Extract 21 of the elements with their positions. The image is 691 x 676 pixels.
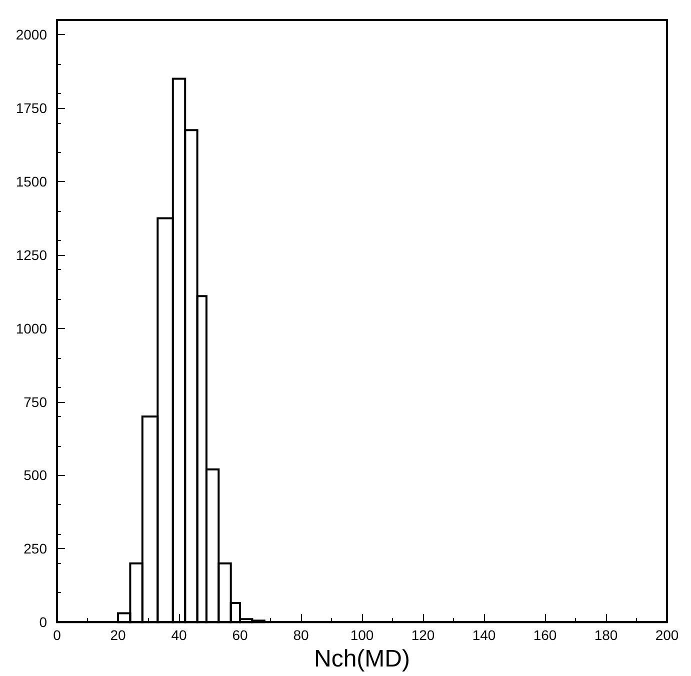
x-tick-label: 20	[110, 627, 126, 644]
x-tick-label: 60	[232, 627, 248, 644]
y-tick-label: 1750	[16, 100, 48, 116]
y-tick-label: 250	[24, 540, 48, 557]
x-tick-label: 120	[411, 627, 435, 644]
x-tick-label: 140	[472, 627, 496, 644]
y-tick-label: 750	[24, 394, 48, 410]
x-tick-label: 80	[293, 627, 309, 644]
y-tick-label: 1000	[16, 320, 48, 336]
x-tick-label: 160	[533, 627, 557, 644]
y-tick-label: 1500	[16, 174, 48, 190]
x-tick-label: 0	[53, 627, 62, 644]
x-tick-label: 40	[171, 627, 187, 644]
x-tick-label: 200	[655, 627, 679, 644]
y-tick-label: 1250	[16, 246, 48, 263]
x-tick-label: 180	[594, 627, 618, 644]
y-tick-label: 0	[39, 614, 48, 630]
y-tick-label: 500	[24, 467, 48, 484]
x-axis-title: Nch(MD)	[314, 646, 410, 672]
y-tick-label: 2000	[16, 26, 48, 43]
x-tick-label: 100	[350, 627, 374, 644]
